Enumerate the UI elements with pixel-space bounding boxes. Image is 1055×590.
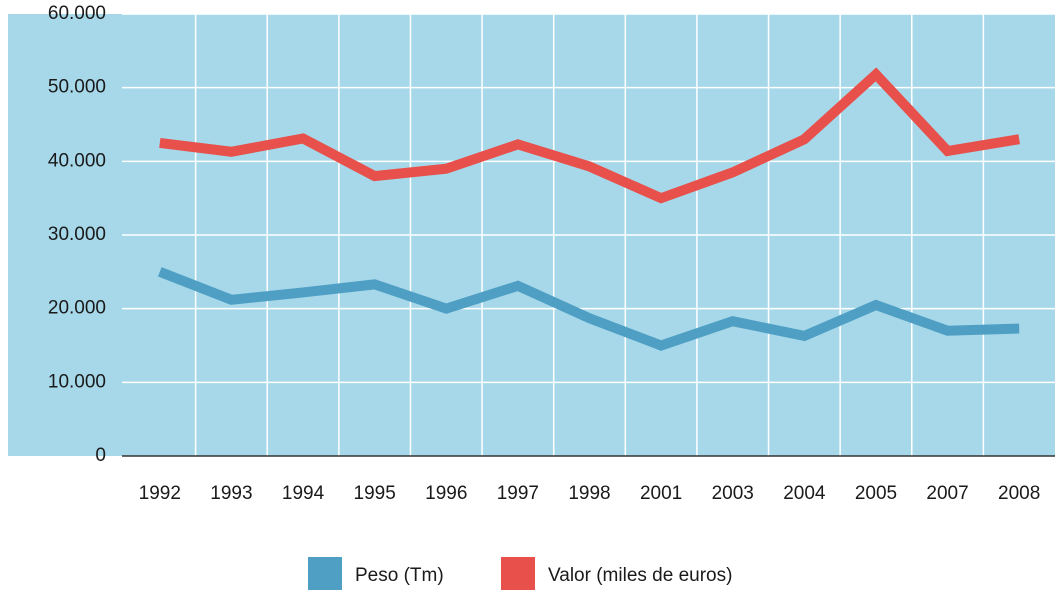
y-tick-label: 50.000 (48, 77, 106, 98)
x-tick-label: 1995 (354, 483, 396, 504)
x-tick-label: 1996 (425, 483, 467, 504)
x-tick-label: 2001 (640, 483, 682, 504)
x-tick-label: 1993 (210, 483, 252, 504)
x-tick-label: 1992 (139, 483, 181, 504)
line-series (159, 67, 1021, 204)
x-tick-label: 2004 (783, 483, 826, 504)
x-tick-label: 2008 (998, 483, 1040, 504)
x-tick-label: 1994 (282, 483, 325, 504)
legend-swatch (308, 557, 342, 590)
y-tick-label: 40.000 (48, 150, 106, 171)
legend-label: Valor (miles de euros) (548, 565, 732, 586)
y-tick-label: 20.000 (48, 298, 106, 319)
x-tick-label: 2007 (926, 483, 968, 504)
legend-label: Peso (Tm) (355, 565, 444, 586)
y-tick-label: 10.000 (48, 371, 106, 392)
legend-swatch (501, 557, 535, 590)
line-series (157, 267, 1020, 351)
x-tick-label: 2005 (855, 483, 897, 504)
y-tick-label: 0 (95, 445, 106, 466)
y-tick-label: 60.000 (48, 3, 106, 24)
x-tick-label: 1997 (497, 483, 539, 504)
y-tick-label: 30.000 (48, 224, 106, 245)
x-tick-label: 1998 (568, 483, 610, 504)
x-tick-label: 2003 (712, 483, 754, 504)
